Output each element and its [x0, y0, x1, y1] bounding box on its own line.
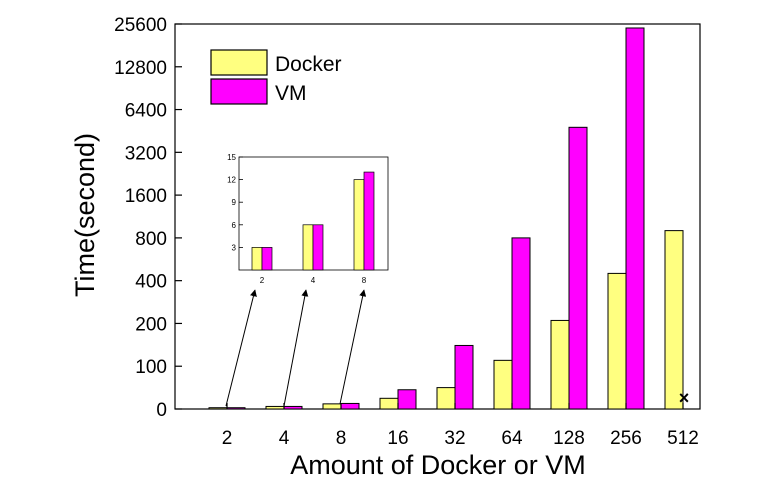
inset-chart: 3 6 9 12 15 2 4 8 — [227, 153, 389, 285]
y-tick-label: 1600 — [125, 186, 167, 207]
bar-docker-4 — [265, 405, 285, 410]
ticks: 0 100 200 400 800 1600 3200 6400 12800 25600 2 4 8 16… — [114, 15, 699, 449]
y-tick-label: 12800 — [114, 58, 167, 79]
inset-y-tick-label: 6 — [232, 221, 237, 230]
bars — [208, 27, 684, 410]
y-tick-label: 6400 — [125, 101, 167, 122]
y-tick-label: 100 — [135, 357, 167, 378]
bar-vm-16 — [397, 389, 417, 410]
y-tick-label: 3200 — [125, 143, 167, 164]
y-tick-label: 800 — [135, 229, 167, 250]
inset-arrow — [339, 289, 367, 405]
inset-x-tick-label: 8 — [362, 276, 367, 285]
x-tick-label: 64 — [501, 428, 523, 449]
bar-vm-2 — [226, 407, 246, 410]
bar-docker-32 — [436, 387, 456, 410]
bar-docker-64 — [493, 359, 513, 410]
missing-marker: × — [679, 388, 690, 408]
inset-bar-docker-2 — [251, 247, 263, 271]
inset-bar-docker-8 — [353, 179, 365, 271]
x-tick-label: 4 — [279, 428, 290, 449]
legend-swatch-vm — [210, 78, 268, 105]
y-tick-label: 400 — [135, 272, 167, 293]
legend-label-vm: VM — [275, 82, 307, 105]
x-tick-label: 256 — [610, 428, 642, 449]
legend-swatch-docker — [210, 49, 268, 76]
inset-bar-vm-2 — [261, 247, 273, 271]
inset-y-tick-label: 15 — [227, 153, 236, 162]
inset-x-tick-label: 2 — [260, 276, 265, 285]
x-tick-label: 16 — [387, 428, 408, 449]
inset-x-tick-label: 4 — [311, 276, 316, 285]
inset-bar-vm-4 — [312, 224, 324, 271]
inset-arrows — [225, 289, 367, 407]
bar-vm-4 — [283, 405, 303, 410]
bar-vm-8 — [340, 402, 360, 410]
bar-vm-128 — [568, 126, 588, 410]
bar-docker-8 — [322, 403, 342, 410]
legend-label-docker: Docker — [275, 53, 342, 76]
bar-docker-512 — [664, 230, 684, 410]
inset-y-tick-label: 3 — [232, 243, 237, 252]
inset-arrow — [283, 289, 309, 407]
bar-vm-256 — [625, 27, 645, 410]
bar-docker-2 — [208, 407, 228, 410]
bar-vm-64 — [511, 237, 531, 410]
x-tick-label: 128 — [553, 428, 585, 449]
x-tick-label: 8 — [336, 428, 347, 449]
bar-vm-32 — [454, 344, 474, 410]
bar-docker-16 — [379, 397, 399, 410]
y-tick-label: 25600 — [114, 15, 167, 36]
x-axis-title: Amount of Docker or VM — [290, 450, 586, 480]
legend: Docker VM — [210, 49, 342, 105]
bar-docker-256 — [607, 272, 627, 410]
x-tick-label: 512 — [667, 428, 699, 449]
y-tick-label: 0 — [156, 400, 167, 421]
x-tick-label: 2 — [222, 428, 233, 449]
x-tick-label: 32 — [444, 428, 465, 449]
inset-y-tick-label: 9 — [232, 198, 237, 207]
inset-bar-vm-8 — [363, 171, 375, 271]
inset-bar-docker-4 — [302, 224, 314, 271]
bar-docker-128 — [550, 319, 570, 410]
inset-arrow — [225, 289, 257, 407]
y-axis-title: Time(second) — [70, 133, 100, 297]
inset-y-tick-label: 12 — [227, 176, 236, 185]
y-tick-label: 200 — [135, 314, 167, 335]
